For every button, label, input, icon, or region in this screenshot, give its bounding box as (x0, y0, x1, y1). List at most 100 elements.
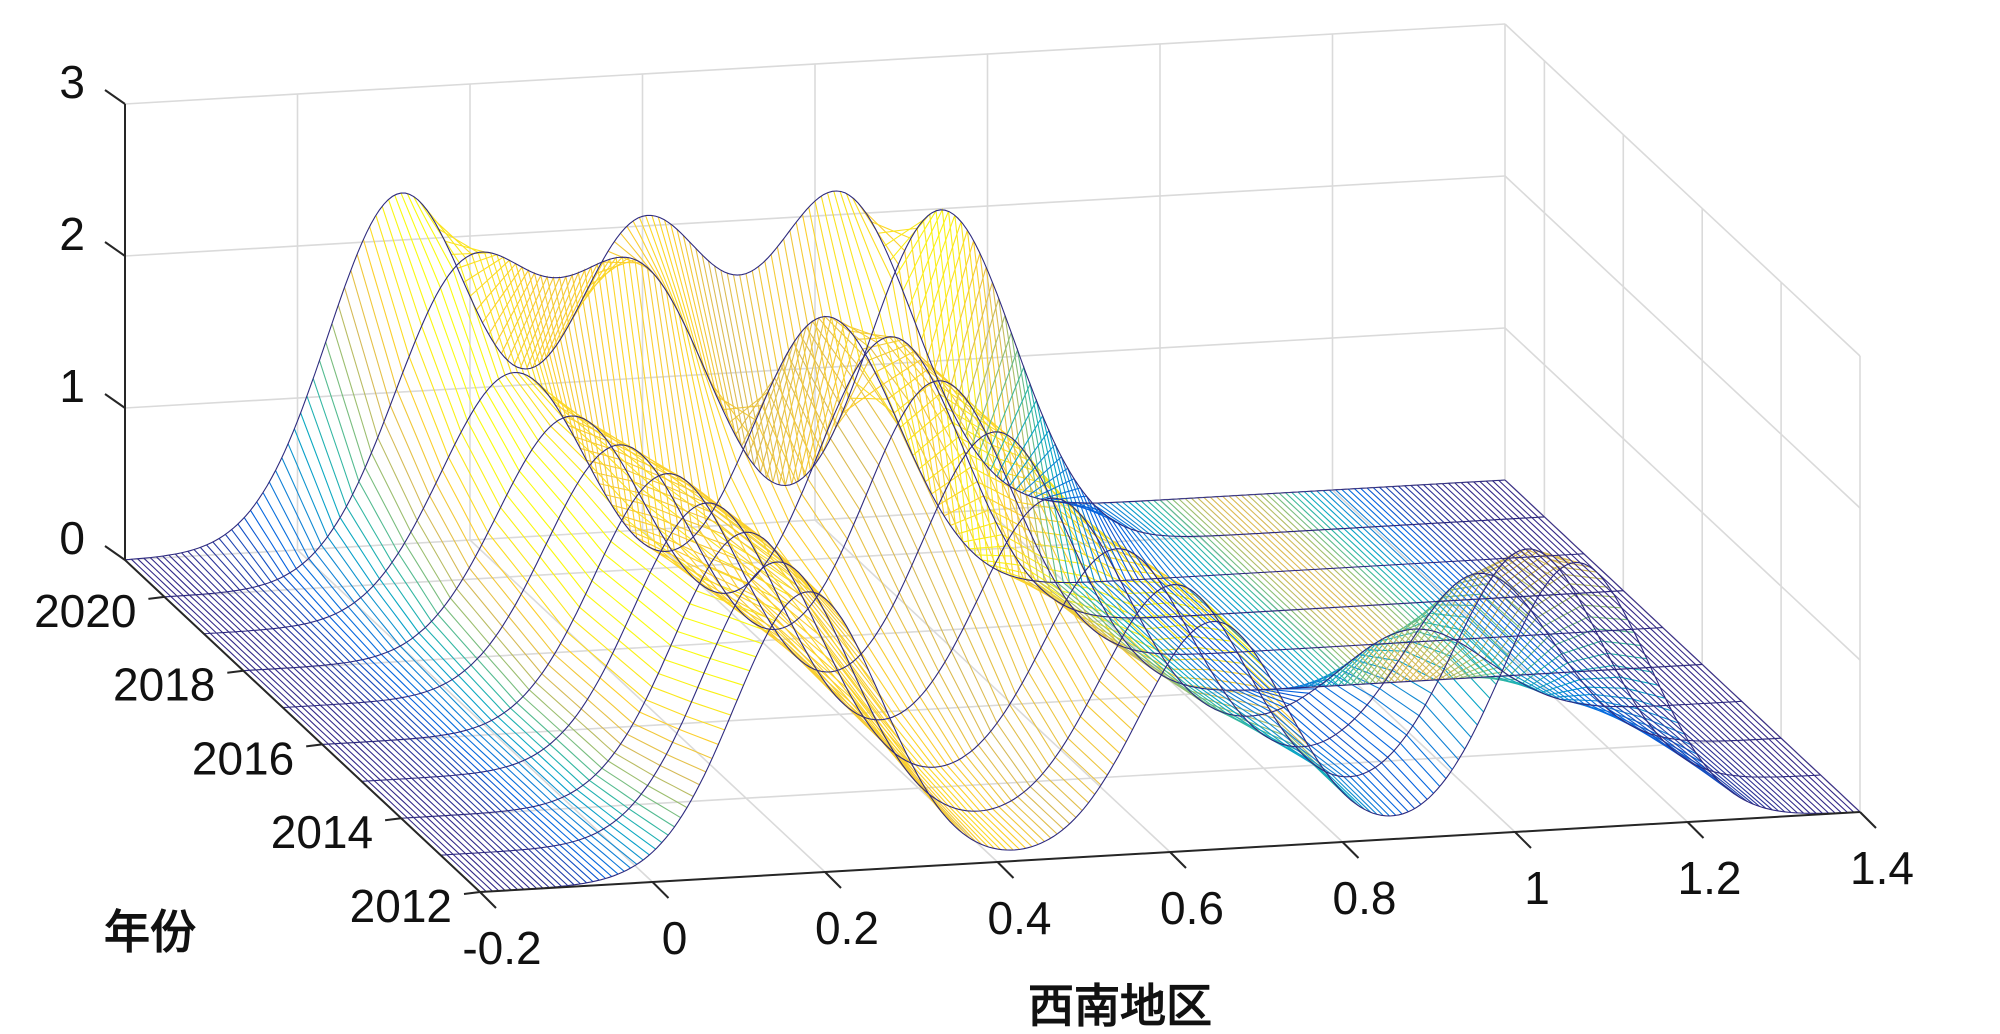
mesh-line-x (1228, 495, 1585, 682)
mesh-line-x (419, 201, 776, 622)
mesh-line-x (1090, 502, 1447, 779)
mesh-line-x (651, 215, 1008, 851)
mesh-line-x (463, 256, 820, 595)
mesh-line-x (1159, 499, 1516, 686)
x-tick-mark (1859, 811, 1877, 829)
mesh-line-x (971, 332, 1328, 774)
mesh-line-x (400, 192, 757, 658)
mesh-line-x (1504, 479, 1861, 813)
mesh-line-x (739, 274, 1096, 795)
y-tick-mark (384, 817, 402, 822)
mesh-line-x (1423, 484, 1779, 812)
y-tick-label: 2014 (271, 806, 373, 858)
x-tick-mark (996, 861, 1015, 879)
z-tick-label: 0 (59, 512, 85, 564)
mesh-line-x (563, 259, 920, 779)
mesh-line-x (833, 190, 1190, 636)
y-tick-label: 2016 (192, 732, 294, 784)
grid-line-floor-x (814, 519, 1171, 853)
mesh-line-x (607, 250, 964, 834)
z-tick-label: 1 (59, 360, 85, 412)
mesh-line-x (356, 254, 713, 760)
mesh-line-x (688, 241, 1045, 842)
x-tick-label: 0.8 (1333, 872, 1397, 924)
mesh-line-x (1122, 501, 1478, 726)
year-density-curve (361, 497, 1742, 782)
mesh-line-x (156, 556, 512, 891)
mesh-line-x (1272, 493, 1628, 679)
y-axis-line (124, 559, 481, 893)
mesh-line-x (1109, 502, 1466, 750)
mesh-line-x (814, 200, 1171, 661)
mesh-line-x (820, 195, 1177, 652)
mesh-line-x (369, 226, 725, 731)
mesh-line-x (1398, 485, 1754, 805)
mesh-line-x (1473, 481, 1829, 814)
y-tick-label: 2018 (113, 659, 215, 711)
mesh-line-x (275, 470, 631, 869)
mesh-line-x (187, 550, 544, 889)
mesh-line-x (212, 541, 569, 887)
year-density-curve (401, 531, 1782, 819)
mesh-line-x (1404, 485, 1760, 807)
z-tick-mark (104, 545, 126, 561)
mesh-line-x (1134, 500, 1491, 699)
x-tick-label: 0.2 (815, 902, 879, 954)
mesh-line-x (1009, 429, 1365, 810)
mesh-line-x (921, 221, 1277, 690)
year-density-curve (440, 548, 1821, 856)
year-density-curve (282, 380, 1663, 709)
mesh-line-x (1498, 479, 1855, 813)
y-tick-mark (148, 595, 165, 600)
mesh-line-x (237, 523, 594, 883)
x-tick-label: 0.4 (988, 892, 1052, 944)
mesh-line-x (513, 275, 870, 672)
mesh-line-x (425, 208, 782, 612)
year-density-curve (322, 431, 1703, 745)
mesh-line-x (726, 273, 1083, 812)
mesh-line-x (250, 510, 606, 879)
mesh-line-x (1027, 467, 1384, 816)
mesh-line-x (576, 256, 933, 799)
mesh-line-x (1115, 501, 1472, 738)
year-density-curve (479, 561, 1861, 893)
mesh-line-x (557, 262, 914, 767)
mesh-line-x (1053, 500, 1409, 813)
year-density-curve (203, 315, 1584, 635)
mesh-line-x (1065, 502, 1422, 805)
mesh-line-x (256, 501, 613, 877)
mesh-line-x (751, 270, 1108, 776)
mesh-line-x (933, 240, 1290, 713)
mesh-line-x (1015, 443, 1372, 813)
mesh-line-x (331, 323, 688, 809)
mesh-line-x (343, 287, 700, 786)
mesh-line-x (613, 241, 970, 839)
axes-grid (124, 23, 1861, 893)
grid-line-back-wall-z (124, 23, 1506, 105)
mesh-line-x (1316, 490, 1672, 712)
mesh-line-x (864, 211, 1221, 623)
mesh-line-x (657, 216, 1014, 851)
tick-labels: -0.2 0 0.2 0.4 0.6 0.8 1 1.2 1.4 2012 2014 2016 2018… (34, 56, 1914, 974)
mesh-line-x (1084, 502, 1441, 787)
mesh-line-x (783, 238, 1139, 719)
mesh-line-x (707, 260, 1064, 830)
mesh-line-x (306, 395, 663, 844)
mesh-line-x (193, 549, 550, 888)
z-tick-label: 2 (59, 208, 85, 260)
mesh-line-x (1460, 482, 1817, 814)
x-tick-label: 0.6 (1160, 882, 1224, 934)
y-tick-mark (227, 669, 244, 674)
mesh-line-x (206, 544, 562, 887)
mesh-line-x (914, 215, 1271, 679)
mesh-line-x (896, 209, 1252, 649)
mesh-line-x (181, 552, 537, 889)
mesh-line-x (538, 270, 895, 728)
mesh-line-x (1260, 493, 1616, 680)
mesh-line-x (1435, 483, 1792, 813)
mesh-line-x (852, 197, 1208, 623)
mesh-line-x (1059, 501, 1415, 809)
mesh-line-x (1197, 497, 1553, 684)
mesh-line-x (1078, 502, 1434, 794)
mesh-line-x (1253, 494, 1610, 680)
